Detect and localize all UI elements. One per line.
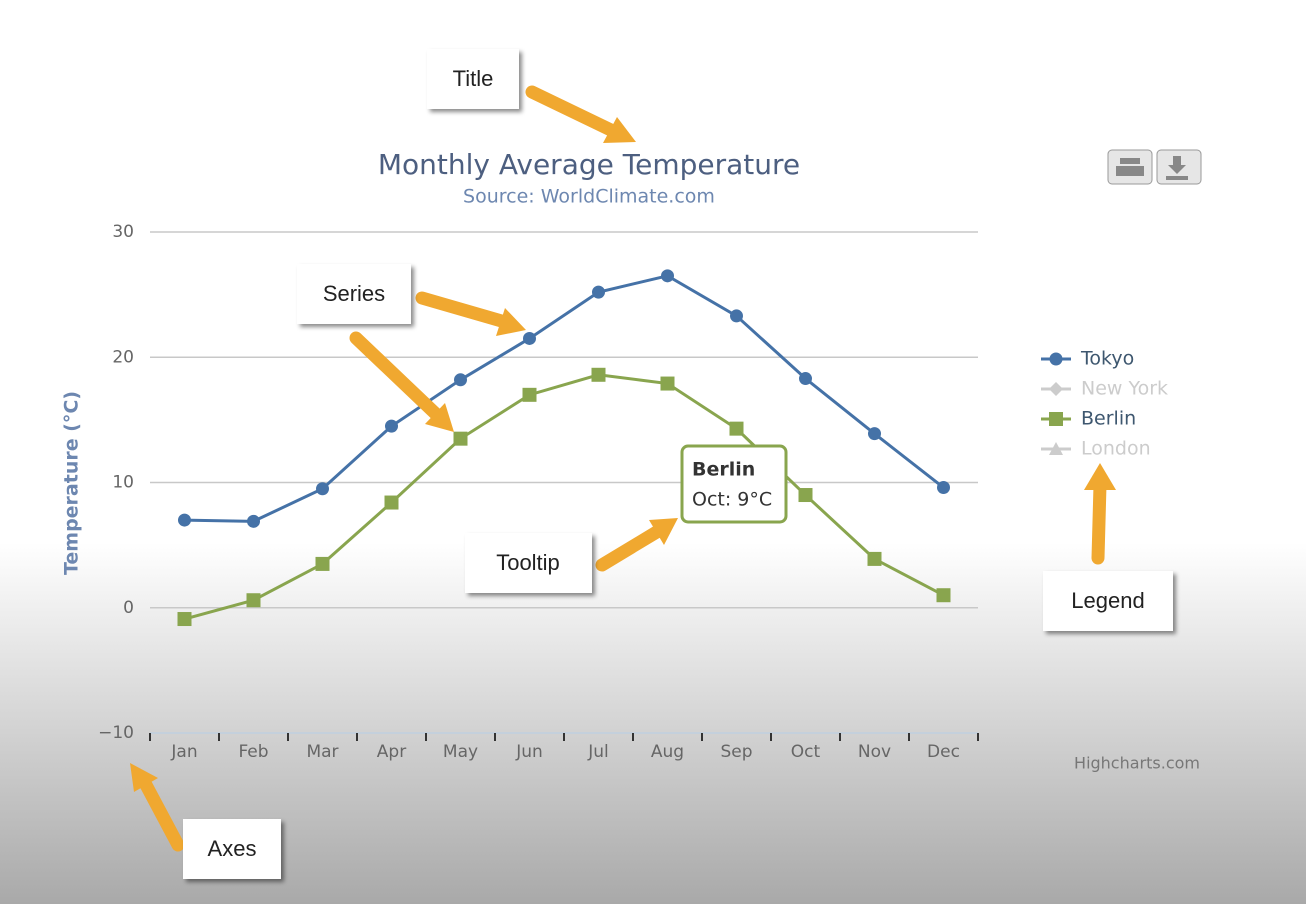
- callout-box: [1043, 571, 1173, 631]
- data-point: [937, 481, 950, 495]
- callout-label: Tooltip: [496, 550, 560, 575]
- legend-symbol: [1049, 442, 1063, 455]
- arrow-head: [603, 117, 636, 143]
- x-tick-label: Jan: [170, 742, 197, 762]
- arrow: [595, 523, 667, 572]
- y-tick-label: −10: [98, 723, 134, 743]
- arrow-head: [425, 403, 454, 432]
- y-axis-label: Temperature (°C): [61, 391, 83, 575]
- series-line: [184, 373, 945, 621]
- annotations: Title Series Tooltip Legend Axes: [130, 49, 1173, 879]
- data-point: [798, 488, 813, 503]
- callout: Axes: [183, 819, 281, 879]
- data-point: [868, 427, 881, 441]
- tooltip-box: [680, 444, 788, 524]
- data-point: [316, 482, 329, 496]
- legend-symbol: [1049, 352, 1063, 366]
- tooltip: Berlin Oct: 9°C: [680, 444, 788, 524]
- data-point: [246, 593, 261, 608]
- credits: Highcharts.com: [1074, 754, 1200, 773]
- data-point: [730, 309, 743, 323]
- arrow: [415, 291, 512, 329]
- data-point: [315, 556, 330, 571]
- print-icon: [1120, 158, 1140, 164]
- chart-title: Monthly Average Temperature: [378, 148, 800, 181]
- data-point: [936, 588, 951, 603]
- y-tick-label: 20: [112, 347, 134, 367]
- legend-item: London: [1081, 438, 1151, 460]
- data-point: [799, 372, 812, 386]
- x-tick-label: Apr: [377, 742, 406, 762]
- data-point: [591, 367, 606, 382]
- x-tick-label: Dec: [927, 742, 960, 762]
- callout-label: Legend: [1071, 588, 1144, 613]
- x-tick-label: Sep: [720, 742, 752, 762]
- callout-label: Title: [453, 66, 494, 91]
- data-point: [453, 431, 468, 446]
- arrow-head: [130, 763, 158, 792]
- data-point: [384, 495, 399, 510]
- legend-item: Berlin: [1081, 408, 1136, 430]
- tooltip-text: Oct: 9°C: [692, 489, 772, 511]
- arrow-head: [1084, 463, 1116, 490]
- arrow-head: [649, 518, 678, 545]
- data-point: [454, 373, 467, 387]
- export-icon: [1166, 156, 1188, 180]
- legend: Tokyo New York Berlin London: [1041, 348, 1168, 460]
- legend-item: Tokyo: [1080, 348, 1134, 370]
- data-point: [660, 376, 675, 391]
- callout-box: [297, 264, 411, 324]
- arrow: [349, 331, 445, 423]
- chart-subtitle: Source: WorldClimate.com: [463, 186, 715, 208]
- x-tick-label: Aug: [651, 742, 684, 762]
- callout-box: [465, 533, 592, 593]
- data-point: [522, 387, 537, 402]
- y-tick-label: 30: [112, 222, 134, 242]
- data-point: [661, 269, 674, 283]
- callout-box: [183, 819, 281, 879]
- x-tick-label: May: [443, 742, 478, 762]
- x-tick-label: Jun: [515, 742, 543, 762]
- arrow: [1091, 478, 1107, 565]
- arrow: [525, 85, 622, 139]
- series-line: [184, 274, 945, 523]
- callout-label: Series: [323, 281, 385, 306]
- callout: Tooltip: [465, 533, 592, 593]
- data-point: [247, 514, 260, 528]
- export-buttons[interactable]: [1107, 149, 1202, 185]
- y-tick-label: 10: [112, 473, 134, 493]
- legend-item: New York: [1081, 378, 1168, 400]
- callout: Series: [297, 264, 411, 324]
- x-tick-label: Oct: [791, 742, 821, 762]
- y-tick-label: 0: [123, 598, 134, 618]
- arrow: [138, 776, 185, 852]
- callout: Title: [427, 49, 519, 109]
- callout: Legend: [1043, 571, 1173, 631]
- callout-box: [427, 49, 519, 109]
- arrow-head: [496, 308, 526, 336]
- data-point: [385, 419, 398, 433]
- x-tick-label: Nov: [858, 742, 891, 762]
- print-icon: [1116, 166, 1144, 176]
- x-tick-label: Mar: [306, 742, 338, 762]
- callout-label: Axes: [208, 836, 257, 861]
- data-point: [523, 331, 536, 345]
- data-point: [177, 612, 192, 627]
- data-point: [867, 551, 882, 566]
- legend-symbol: [1049, 382, 1063, 396]
- tooltip-title: Berlin: [692, 459, 755, 481]
- data-point: [178, 513, 191, 527]
- legend-symbol: [1049, 412, 1063, 426]
- data-point: [592, 285, 605, 299]
- x-tick-label: Feb: [238, 742, 268, 762]
- plot-area: −10 0 10 20 30 Jan Feb Mar Apr May Jun Jul Aug Sep Oct…: [98, 222, 979, 762]
- x-tick-label: Jul: [587, 742, 609, 762]
- data-point: [729, 421, 744, 436]
